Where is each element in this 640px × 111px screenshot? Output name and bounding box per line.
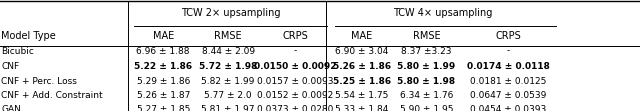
Text: 6.34 ± 1.76: 6.34 ± 1.76 [400, 91, 453, 100]
Text: -: - [506, 47, 510, 56]
Text: 5.81 ± 1.97: 5.81 ± 1.97 [202, 105, 255, 111]
Text: CNF: CNF [1, 62, 19, 71]
Text: 0.0454 ± 0.0393: 0.0454 ± 0.0393 [470, 105, 547, 111]
Text: RMSE: RMSE [214, 31, 242, 41]
Text: 0.0152 ± 0.0092: 0.0152 ± 0.0092 [257, 91, 333, 100]
Text: RMSE: RMSE [413, 31, 440, 41]
Text: 5.25 ± 1.86: 5.25 ± 1.86 [333, 76, 390, 86]
Text: MAE: MAE [351, 31, 372, 41]
Text: -: - [294, 47, 297, 56]
Text: 8.37 ±3.23: 8.37 ±3.23 [401, 47, 452, 56]
Text: 0.0150 ± 0.0092: 0.0150 ± 0.0092 [254, 62, 337, 71]
Text: TCW 4× upsampling: TCW 4× upsampling [394, 8, 493, 18]
Text: CRPS: CRPS [282, 31, 308, 41]
Text: 5.77 ± 2.0: 5.77 ± 2.0 [204, 91, 252, 100]
Text: 5.27 ± 1.85: 5.27 ± 1.85 [136, 105, 190, 111]
Text: 8.44 ± 2.09: 8.44 ± 2.09 [202, 47, 255, 56]
Text: GAN: GAN [1, 105, 21, 111]
Text: 5.26 ± 1.86: 5.26 ± 1.86 [333, 62, 390, 71]
Text: MAE: MAE [152, 31, 174, 41]
Text: 5.72 ± 1.98: 5.72 ± 1.98 [199, 62, 257, 71]
Text: 5.80 ± 1.99: 5.80 ± 1.99 [397, 62, 456, 71]
Text: 5.33 ± 1.84: 5.33 ± 1.84 [335, 105, 388, 111]
Text: TCW 2× upsampling: TCW 2× upsampling [180, 8, 280, 18]
Text: 0.0181 ± 0.0125: 0.0181 ± 0.0125 [470, 76, 547, 86]
Text: 5.90 ± 1.95: 5.90 ± 1.95 [400, 105, 453, 111]
Text: 5.29 ± 1.86: 5.29 ± 1.86 [136, 76, 190, 86]
Text: 5.80 ± 1.98: 5.80 ± 1.98 [397, 76, 456, 86]
Text: 0.0373 ± 0.0280: 0.0373 ± 0.0280 [257, 105, 333, 111]
Text: Bicubic: Bicubic [1, 47, 34, 56]
Text: Model Type: Model Type [1, 31, 56, 41]
Text: CNF + Add. Constraint: CNF + Add. Constraint [1, 91, 103, 100]
Text: 5.54 ± 1.75: 5.54 ± 1.75 [335, 91, 388, 100]
Text: 5.26 ± 1.87: 5.26 ± 1.87 [136, 91, 190, 100]
Text: 6.96 ± 1.88: 6.96 ± 1.88 [136, 47, 190, 56]
Text: 0.0174 ± 0.0118: 0.0174 ± 0.0118 [467, 62, 550, 71]
Text: CNF + Perc. Loss: CNF + Perc. Loss [1, 76, 77, 86]
Text: 5.82 ± 1.99: 5.82 ± 1.99 [202, 76, 255, 86]
Text: 6.90 ± 3.04: 6.90 ± 3.04 [335, 47, 388, 56]
Text: 0.0157 ± 0.0093: 0.0157 ± 0.0093 [257, 76, 333, 86]
Text: 0.0647 ± 0.0539: 0.0647 ± 0.0539 [470, 91, 547, 100]
Text: 5.22 ± 1.86: 5.22 ± 1.86 [134, 62, 192, 71]
Text: CRPS: CRPS [495, 31, 521, 41]
